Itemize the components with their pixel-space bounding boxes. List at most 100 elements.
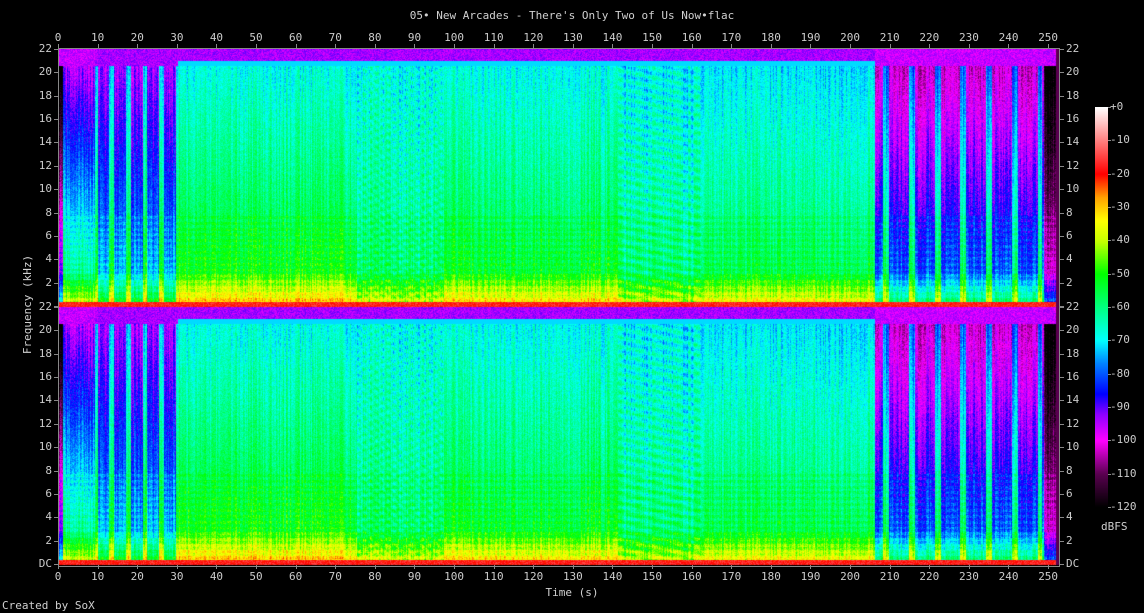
- colorbar-tick-label: +0: [1110, 100, 1124, 113]
- x-tick-label-bottom: 20: [130, 570, 144, 583]
- x-tick: [216, 44, 218, 48]
- y-tick-label-right: 12: [1066, 158, 1080, 172]
- x-tick-label-top: 20: [130, 31, 144, 44]
- y-tick: [1060, 306, 1064, 307]
- y-tick-label-right: 14: [1066, 135, 1080, 149]
- colorbar-tick: [1108, 140, 1111, 142]
- y-tick: [54, 235, 58, 237]
- y-tick-label-right: 16: [1066, 370, 1080, 384]
- x-tick-label-top: 190: [800, 31, 821, 44]
- colorbar-tick: [1108, 473, 1111, 475]
- y-tick: [1060, 49, 1064, 50]
- x-tick-label-bottom: 80: [368, 570, 382, 583]
- y-tick: [54, 377, 58, 379]
- y-tick-label-left: 2: [45, 275, 53, 289]
- x-tick-label-bottom: 250: [1038, 570, 1059, 583]
- x-tick: [889, 565, 891, 569]
- x-tick-label-top: 220: [919, 31, 940, 44]
- y-tick-label-left: 18: [38, 88, 53, 102]
- y-tick-label-left: 12: [38, 158, 53, 172]
- x-tick-label-top: 200: [840, 31, 861, 44]
- y-tick: [54, 400, 58, 402]
- x-tick: [295, 44, 297, 48]
- x-tick-label-bottom: 110: [483, 570, 504, 583]
- y-tick: [1060, 377, 1064, 379]
- colorbar-tick-label: -30: [1110, 200, 1130, 213]
- y-tick: [54, 353, 58, 355]
- x-tick: [889, 44, 891, 48]
- y-tick-label-right: 10: [1066, 440, 1080, 454]
- x-tick-label-bottom: 240: [998, 570, 1019, 583]
- x-tick: [770, 565, 772, 569]
- x-tick-label-top: 120: [523, 31, 544, 44]
- y-tick: [1060, 564, 1064, 565]
- x-tick: [850, 44, 852, 48]
- colorbar-tick-label: -80: [1110, 366, 1130, 380]
- y-tick: [1060, 95, 1064, 97]
- x-tick: [612, 44, 614, 48]
- x-tick: [176, 44, 178, 48]
- x-tick: [97, 44, 99, 48]
- y-tick-label-right: 18: [1066, 88, 1080, 102]
- x-tick: [572, 44, 574, 48]
- y-tick: [1060, 353, 1064, 355]
- x-tick-label-top: 160: [681, 31, 702, 44]
- y-tick-label-right: 4: [1066, 510, 1073, 524]
- y-tick-label-left: 18: [38, 346, 53, 360]
- x-tick-label-bottom: 170: [721, 570, 742, 583]
- colorbar-tick-label: -50: [1110, 266, 1130, 280]
- y-tick-label-left: 14: [38, 393, 53, 407]
- y-tick-label-right: 22: [1066, 42, 1080, 55]
- x-tick-label-top: 230: [958, 31, 979, 44]
- y-tick-label-left: 6: [45, 486, 53, 500]
- y-tick-label-right: DC: [1066, 557, 1080, 570]
- x-tick: [731, 565, 733, 569]
- x-tick-label-top: 150: [642, 31, 663, 44]
- x-tick: [731, 44, 733, 48]
- y-tick-label-left: 22: [38, 42, 53, 55]
- x-tick: [137, 565, 139, 569]
- x-tick-label-bottom: 50: [249, 570, 263, 583]
- y-tick-label-left: DC: [38, 557, 53, 570]
- x-tick: [335, 565, 337, 569]
- colorbar-tick-label: -60: [1110, 300, 1130, 313]
- x-tick-label-top: 180: [760, 31, 781, 44]
- y-tick-label-left: 20: [38, 65, 53, 79]
- colorbar-tick: [1108, 507, 1111, 508]
- colorbar-tick: [1108, 107, 1111, 108]
- x-tick-label-bottom: 70: [328, 570, 342, 583]
- y-tick-label-right: 18: [1066, 346, 1080, 360]
- y-tick-label-right: 4: [1066, 252, 1073, 266]
- colorbar-tick: [1108, 207, 1111, 208]
- y-tick: [1060, 517, 1064, 519]
- y-tick-label-left: 4: [45, 510, 53, 524]
- x-tick-label-top: 110: [483, 31, 504, 44]
- x-tick-label-bottom: 60: [289, 570, 303, 583]
- x-tick-label-bottom: 200: [840, 570, 861, 583]
- y-tick: [1060, 165, 1064, 167]
- x-tick-label-bottom: 190: [800, 570, 821, 583]
- x-tick-label-bottom: 220: [919, 570, 940, 583]
- x-tick: [691, 565, 693, 569]
- x-tick-label-top: 50: [249, 31, 263, 44]
- colorbar: [1095, 107, 1108, 508]
- y-tick: [1060, 307, 1064, 308]
- colorbar-tick-label: -100: [1110, 433, 1137, 447]
- x-tick-label-top: 240: [998, 31, 1019, 44]
- y-tick: [1060, 330, 1064, 332]
- y-tick-label-right: 12: [1066, 416, 1080, 430]
- y-tick-label-right: 20: [1066, 65, 1080, 79]
- x-tick: [850, 565, 852, 569]
- y-tick: [54, 423, 58, 425]
- x-tick: [374, 565, 376, 569]
- y-tick: [54, 49, 58, 50]
- colorbar-tick: [1108, 373, 1111, 375]
- y-tick: [1060, 493, 1064, 495]
- x-tick-label-bottom: 180: [760, 570, 781, 583]
- y-tick: [54, 540, 58, 542]
- x-tick-label-bottom: 130: [562, 570, 583, 583]
- y-tick: [1060, 447, 1064, 449]
- x-tick: [454, 565, 456, 569]
- x-tick: [968, 44, 970, 48]
- y-tick: [1060, 142, 1064, 144]
